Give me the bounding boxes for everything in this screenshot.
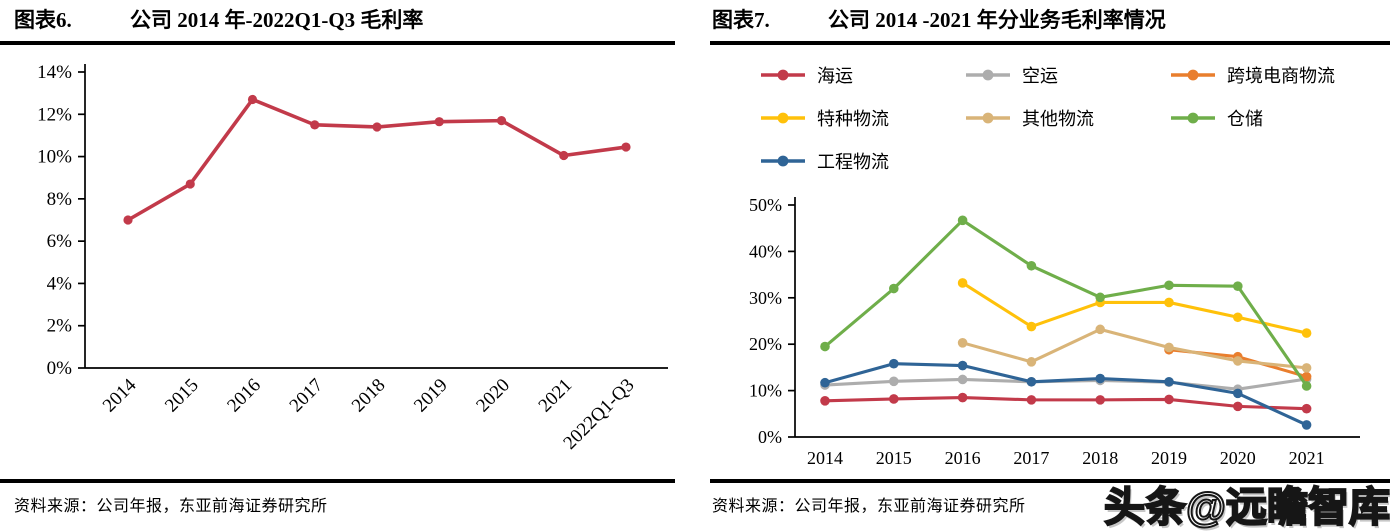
figure6-label: 图表6. (14, 8, 72, 32)
legend-label: 特种物流 (817, 109, 889, 129)
legend-label: 工程物流 (817, 152, 889, 172)
figure7-source-note: 资料来源：公司年报，东亚前海证券研究所 (710, 479, 1390, 532)
legend-line-marker-icon (761, 155, 805, 167)
figure7-label: 图表7. (712, 8, 770, 32)
svg-text:0%: 0% (758, 427, 782, 447)
source-text: 资料来源：公司年报，东亚前海证券研究所 (14, 498, 328, 515)
legend-line-marker-icon (966, 69, 1010, 81)
figure7-title: 公司 2014 -2021 年分业务毛利率情况 (828, 8, 1166, 32)
legend-line-marker-icon (761, 112, 805, 124)
legend-item: 跨境电商物流 (1170, 62, 1386, 88)
svg-text:2021: 2021 (1289, 448, 1325, 468)
svg-text:2019: 2019 (410, 375, 452, 417)
legend-label: 仓储 (1227, 109, 1263, 129)
svg-text:6%: 6% (47, 231, 73, 252)
svg-text:20%: 20% (749, 334, 782, 354)
svg-text:2019: 2019 (1151, 448, 1187, 468)
segment-margin-line-chart: 0% 10% 20% 30% 40% 50% 2014 2015 2016 2017 2018 201… (749, 195, 1360, 468)
svg-text:50%: 50% (749, 195, 782, 215)
figure7-panel: 图表7. 公司 2014 -2021 年分业务毛利率情况 海运 空运 跨境电商物流特种… (710, 0, 1390, 532)
legend-item: 其他物流 (965, 105, 1170, 131)
svg-text:40%: 40% (749, 241, 782, 261)
legend-item: 空运 (965, 62, 1170, 88)
svg-text:2018: 2018 (1082, 448, 1118, 468)
legend-label: 海运 (817, 66, 853, 86)
svg-text:8%: 8% (47, 189, 73, 210)
svg-text:2%: 2% (47, 316, 73, 337)
svg-text:0%: 0% (47, 358, 73, 379)
legend-label: 空运 (1022, 66, 1058, 86)
source-text: 资料来源：公司年报，东亚前海证券研究所 (712, 498, 1026, 515)
legend-item: 特种物流 (760, 105, 965, 131)
svg-text:2021: 2021 (535, 375, 577, 417)
svg-text:14%: 14% (37, 62, 72, 83)
svg-text:4%: 4% (47, 273, 73, 294)
svg-text:2020: 2020 (1220, 448, 1256, 468)
figure6-source-note: 资料来源：公司年报，东亚前海证券研究所 (0, 479, 675, 532)
chart-legend: 海运 空运 跨境电商物流特种物流 其他物流 仓储工程物流 (760, 62, 1386, 174)
legend-item: 海运 (760, 62, 965, 88)
svg-text:2020: 2020 (472, 375, 514, 417)
legend-item: 仓储 (1170, 105, 1386, 131)
svg-text:2014: 2014 (807, 448, 843, 468)
legend-line-marker-icon (1171, 69, 1215, 81)
svg-text:30%: 30% (749, 288, 782, 308)
figure7-header: 图表7. 公司 2014 -2021 年分业务毛利率情况 (710, 5, 1390, 45)
figure6-header: 图表6. 公司 2014 年-2022Q1-Q3 毛利率 (0, 5, 675, 45)
svg-text:10%: 10% (749, 381, 782, 401)
gross-margin-line-chart: 0% 2% 4% 6% 8% 10% 12% 14% 2014 2015 2016 2017 2018 2… (37, 62, 668, 454)
svg-text:10%: 10% (37, 147, 72, 168)
figure6-title: 公司 2014 年-2022Q1-Q3 毛利率 (130, 8, 424, 32)
svg-text:2017: 2017 (286, 375, 328, 417)
legend-label: 跨境电商物流 (1227, 66, 1335, 86)
svg-text:2016: 2016 (945, 448, 981, 468)
legend-label: 其他物流 (1022, 109, 1094, 129)
watermark: 头条@远瞻智库 (1103, 484, 1390, 530)
svg-text:2015: 2015 (161, 375, 203, 417)
svg-text:2015: 2015 (876, 448, 912, 468)
legend-line-marker-icon (761, 69, 805, 81)
figure6-panel: 图表6. 公司 2014 年-2022Q1-Q3 毛利率 0% 2% 4% 6% 8% 10… (0, 0, 675, 532)
svg-text:2016: 2016 (223, 375, 265, 417)
svg-text:2017: 2017 (1013, 448, 1049, 468)
svg-text:2014: 2014 (99, 374, 141, 416)
legend-item: 工程物流 (760, 148, 965, 174)
legend-line-marker-icon (966, 112, 1010, 124)
svg-text:2018: 2018 (348, 375, 390, 417)
svg-text:12%: 12% (37, 104, 72, 125)
legend-line-marker-icon (1171, 112, 1215, 124)
